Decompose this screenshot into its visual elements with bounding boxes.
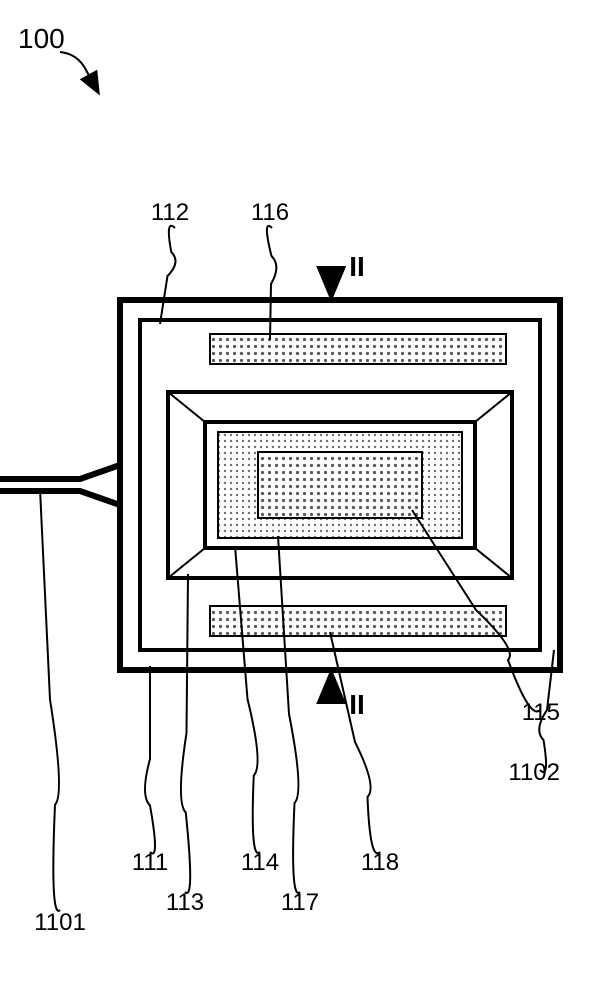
ref-116-label: 116 <box>251 199 289 226</box>
center-strip <box>258 452 422 518</box>
ref-112-label: 112 <box>151 199 189 226</box>
ref-1101-label: 1101 <box>34 909 86 936</box>
assembly-label: 100 <box>18 23 65 54</box>
ref-118-label: 118 <box>361 849 399 876</box>
ref-113-label: 113 <box>166 889 204 916</box>
ref-111-label: 111 <box>132 849 168 876</box>
section-top-label: II <box>349 251 365 282</box>
section-bottom-label: II <box>349 689 365 720</box>
ref-1101-leader <box>40 489 60 911</box>
ref-111-leader <box>145 666 155 854</box>
ref-1102-label: 1102 <box>508 759 560 786</box>
strip-bottom <box>210 606 506 636</box>
technical-drawing: II II 100 112 116 115 1102 1101 111 113 114117 118 <box>0 0 605 1000</box>
ref-115-label: 115 <box>522 699 560 726</box>
strip-top <box>210 334 506 364</box>
stem-neck <box>0 465 120 505</box>
assembly-arrow <box>60 52 98 92</box>
ref-117-label: 117 <box>281 889 319 916</box>
ref-114-label: 114 <box>241 849 279 876</box>
